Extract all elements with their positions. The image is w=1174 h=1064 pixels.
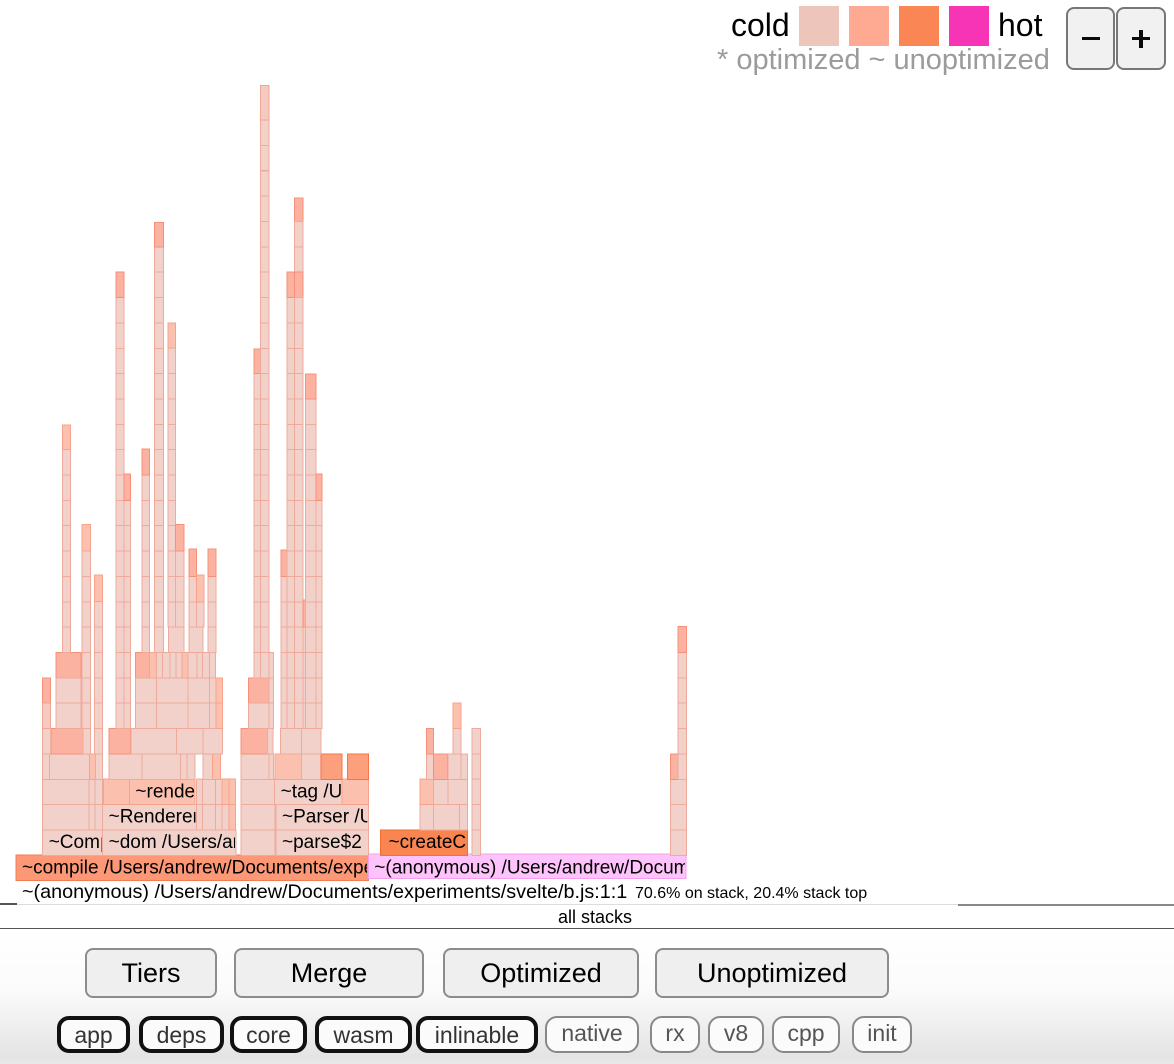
svg-text:~Compile /Users/andrew: ~Compile /Users/andrew [49,832,258,853]
svg-text:~Renderer /Users/and: ~Renderer /Users/and [109,807,296,828]
svg-text:~render: ~render [135,781,202,802]
svg-text:~Parser /Users/an: ~Parser /Users/an [282,807,436,828]
svg-text:~parse$2: ~parse$2 [282,832,362,853]
svg-text:~createComponent: ~createComponent [389,832,552,853]
svg-text:~compile /Users/andrew/Documen: ~compile /Users/andrew/Documents/experim… [22,857,558,878]
svg-text:~dom /Users/andrew/Documents: ~dom /Users/andrew/Documents [109,832,386,853]
svg-text:~(anonymous) /Users/andrew/Doc: ~(anonymous) /Users/andrew/Documents/exp… [374,857,834,878]
svg-text:~tag /Users: ~tag /Users [281,781,379,802]
